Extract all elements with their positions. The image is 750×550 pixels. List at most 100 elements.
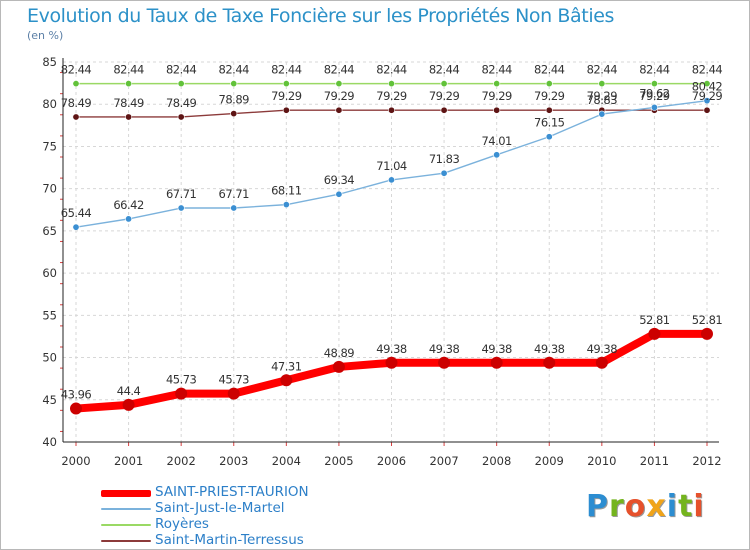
proxiti-logo: Proxiti xyxy=(586,489,705,524)
series-0-point-2007 xyxy=(438,356,451,369)
series-1-label-2004: 68.11 xyxy=(271,184,302,198)
series-0-label-2007: 49.38 xyxy=(429,342,460,356)
series-1-label-2012: 80.42 xyxy=(692,80,723,94)
series-1-point-2006 xyxy=(387,176,395,184)
series-2-point-2012 xyxy=(703,80,711,88)
x-tick-label-2006: 2006 xyxy=(377,454,406,468)
series-0-label-2010: 49.38 xyxy=(587,342,618,356)
x-tick-label-2000: 2000 xyxy=(61,454,90,468)
series-3-label-2000: 78.49 xyxy=(61,96,92,110)
series-2-point-2008 xyxy=(493,80,501,88)
series-2-point-2002 xyxy=(177,80,185,88)
series-3-point-2002 xyxy=(177,113,185,121)
series-1-point-2004 xyxy=(282,201,290,209)
series-3-label-2008: 79.29 xyxy=(481,89,512,103)
series-1-label-2007: 71.83 xyxy=(429,152,460,166)
series-2-label-2004: 82.44 xyxy=(271,63,302,77)
series-1-point-2000 xyxy=(72,223,80,231)
series-0-point-2002 xyxy=(175,387,188,400)
series-1-point-2005 xyxy=(335,190,343,198)
series-1-point-2002 xyxy=(177,204,185,212)
series-1-label-2001: 66.42 xyxy=(113,198,144,212)
logo-letter-1: r xyxy=(609,489,625,524)
series-0-label-2001: 44.4 xyxy=(117,384,141,398)
series-3-label-2003: 78.89 xyxy=(219,93,250,107)
legend-swatch-3 xyxy=(101,540,151,542)
series-3-point-2000 xyxy=(72,113,80,121)
series-3-point-2003 xyxy=(230,110,238,118)
series-0-point-2001 xyxy=(122,398,135,411)
series-3-point-2001 xyxy=(125,113,133,121)
series-3-label-2001: 78.49 xyxy=(113,96,144,110)
logo-letter-0: P xyxy=(586,489,609,524)
series-3-label-2005: 79.29 xyxy=(324,89,355,103)
series-2-label-2002: 82.44 xyxy=(166,63,197,77)
series-2-point-2011 xyxy=(650,80,658,88)
series-0-point-2003 xyxy=(227,387,240,400)
series-2-point-2004 xyxy=(282,80,290,88)
series-0-point-2008 xyxy=(490,356,503,369)
series-1-label-2008: 74.01 xyxy=(481,134,512,148)
series-2-label-2009: 82.44 xyxy=(534,63,565,77)
x-tick-label-2004: 2004 xyxy=(272,454,301,468)
chart-title: Evolution du Taux de Taxe Foncière sur l… xyxy=(27,5,615,27)
series-2-label-2011: 82.44 xyxy=(639,63,670,77)
series-3-point-2008 xyxy=(493,106,501,114)
series-3-label-2007: 79.29 xyxy=(429,89,460,103)
x-tick-label-2007: 2007 xyxy=(429,454,458,468)
series-0-point-2000 xyxy=(70,402,82,415)
y-tick-label-80: 80 xyxy=(42,97,57,111)
series-1-point-2008 xyxy=(493,151,501,159)
x-tick-label-2009: 2009 xyxy=(535,454,564,468)
series-2-label-2001: 82.44 xyxy=(113,63,144,77)
series-2-point-2001 xyxy=(125,80,133,88)
series-2-label-2000: 82.44 xyxy=(61,63,92,77)
y-tick-label-40: 40 xyxy=(42,435,57,449)
series-0-label-2008: 49.38 xyxy=(481,342,512,356)
series-2-point-2007 xyxy=(440,80,448,88)
series-2-point-2006 xyxy=(387,80,395,88)
series-1-point-2007 xyxy=(440,169,448,177)
y-tick-label-75: 75 xyxy=(42,139,57,153)
series-3-label-2006: 79.29 xyxy=(376,89,407,103)
series-0-point-2009 xyxy=(543,356,556,369)
logo-letter-5: t xyxy=(678,489,694,524)
x-tick-label-2011: 2011 xyxy=(640,454,669,468)
series-3-label-2012: 79.29 xyxy=(692,89,723,103)
series-1-point-2010 xyxy=(598,110,606,118)
series-1-label-2002: 67.71 xyxy=(166,187,197,201)
series-1-point-2012 xyxy=(703,97,711,105)
logo-letter-6: i xyxy=(693,489,705,524)
series-3-point-2012 xyxy=(703,106,711,114)
series-2-point-2003 xyxy=(230,80,238,88)
series-0-point-2011 xyxy=(648,327,661,340)
x-tick-label-2010: 2010 xyxy=(587,454,616,468)
series-0-point-2005 xyxy=(332,360,345,373)
series-0-label-2012: 52.81 xyxy=(692,313,723,327)
series-3-label-2010: 79.29 xyxy=(587,89,618,103)
series-2-point-2010 xyxy=(598,80,606,88)
series-0-point-2012 xyxy=(701,327,713,340)
x-tick-label-2001: 2001 xyxy=(114,454,143,468)
series-2-label-2012: 82.44 xyxy=(692,63,723,77)
x-tick-label-2012: 2012 xyxy=(692,454,721,468)
series-0-label-2005: 48.89 xyxy=(324,346,355,360)
x-tick-label-2003: 2003 xyxy=(219,454,248,468)
series-0-point-2004 xyxy=(280,374,293,387)
series-1-label-2011: 79.62 xyxy=(639,86,670,100)
legend-label-1: Saint-Just-le-Martel xyxy=(155,500,285,516)
x-tick-label-2005: 2005 xyxy=(324,454,353,468)
series-2-point-2000 xyxy=(72,80,80,88)
series-2-label-2003: 82.44 xyxy=(219,63,250,77)
logo-letter-3: x xyxy=(646,489,667,524)
y-tick-label-60: 60 xyxy=(42,266,57,280)
series-2-label-2007: 82.44 xyxy=(429,63,460,77)
series-1-label-2009: 76.15 xyxy=(534,116,565,130)
series-3-point-2009 xyxy=(545,106,553,114)
legend-label-2: Royères xyxy=(155,516,209,532)
y-tick-label-55: 55 xyxy=(42,308,57,322)
chart-subtitle: (en %) xyxy=(27,29,64,42)
series-2-label-2006: 82.44 xyxy=(376,63,407,77)
